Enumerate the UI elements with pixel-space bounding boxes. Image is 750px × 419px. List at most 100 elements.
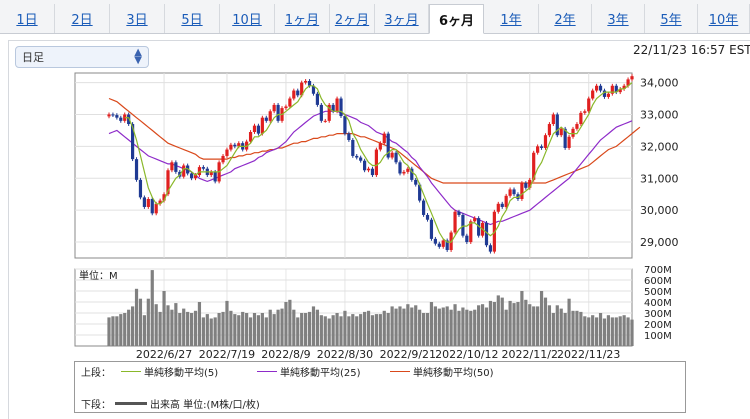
candle-body	[115, 115, 119, 118]
volume-bar	[186, 311, 190, 346]
tab-6[interactable]: 2ヶ月	[330, 4, 375, 33]
legend-ma5-swatch	[121, 371, 141, 372]
volume-bar	[421, 313, 426, 346]
volume-bar	[331, 315, 335, 346]
candle-body	[539, 146, 544, 148]
volume-bar	[547, 305, 552, 346]
candle-body	[307, 80, 312, 86]
volume-bar	[555, 305, 559, 346]
volume-bar	[264, 317, 268, 346]
candle-period-select[interactable]: 日足 ▲ ▼	[15, 46, 149, 68]
volume-bar	[162, 291, 166, 346]
ma50-line	[108, 97, 641, 184]
candle-body	[268, 111, 272, 121]
candle-body	[300, 82, 304, 96]
tab-2[interactable]: 3日	[110, 4, 165, 33]
tab-8[interactable]: 6ヶ月	[429, 4, 484, 34]
volume-bar	[610, 317, 614, 346]
tab-11[interactable]: 3年	[592, 4, 645, 33]
volume-bar	[123, 313, 127, 346]
candle-body	[598, 85, 603, 91]
volume-bar	[406, 304, 410, 346]
candle-body	[233, 144, 237, 147]
candle-body	[563, 128, 567, 148]
volume-bar	[449, 309, 453, 346]
candle-body	[146, 198, 150, 207]
volume-bar	[213, 317, 217, 346]
candle-body	[193, 175, 198, 179]
legend-ma5-label: 単純移動平均(5)	[144, 368, 219, 379]
tab-0[interactable]: 1日	[0, 4, 55, 33]
tab-3[interactable]: 5日	[165, 4, 220, 33]
volume-bar	[559, 308, 563, 346]
volume-bar	[319, 315, 323, 346]
volume-bar	[539, 291, 544, 346]
volume-tick-label: 400M	[644, 298, 672, 309]
candle-body	[154, 203, 158, 214]
volume-bar	[225, 300, 229, 346]
candle-body	[433, 238, 437, 244]
volume-bar	[390, 306, 394, 346]
volume-bar	[457, 310, 461, 346]
volume-bar	[374, 314, 378, 346]
candle-body	[339, 98, 343, 117]
tab-7[interactable]: 3ヶ月	[375, 4, 429, 33]
date-tick-label: 2022/6/27	[136, 348, 192, 361]
volume-bar	[536, 306, 540, 346]
candle-body	[130, 124, 135, 160]
legend-ma5: 単純移動平均(5)	[121, 364, 218, 379]
volume-bar	[614, 317, 618, 346]
candle-body	[547, 124, 552, 136]
volume-bar	[414, 305, 418, 346]
candle-body	[591, 90, 595, 99]
volume-bar	[280, 308, 284, 346]
volume-bar	[543, 297, 548, 346]
volume-tick-label: 500M	[644, 287, 672, 298]
volume-bar	[311, 306, 316, 346]
volume-bar	[315, 309, 320, 346]
candle-body	[500, 203, 504, 207]
volume-bar	[197, 302, 202, 346]
volume-bar	[398, 306, 402, 346]
volume-bar	[583, 316, 587, 346]
volume-tick-label: 100M	[644, 331, 672, 342]
candle-body	[209, 171, 213, 176]
candle-body	[182, 165, 186, 177]
tab-9[interactable]: 1年	[484, 4, 539, 33]
tab-4[interactable]: 10日	[220, 4, 275, 33]
tab-5[interactable]: 1ヶ月	[275, 4, 330, 33]
candle-body	[477, 218, 481, 236]
candle-body	[496, 203, 500, 212]
volume-tick-label: 600M	[644, 276, 672, 287]
volume-bar	[355, 316, 359, 346]
candle-body	[374, 149, 378, 176]
legend-ma25-swatch	[257, 371, 277, 372]
tab-12[interactable]: 5年	[645, 4, 698, 33]
volume-bar	[130, 306, 135, 346]
price-tick-label: 33,000	[640, 108, 679, 121]
volume-bar	[154, 304, 158, 346]
volume-bar	[217, 313, 221, 346]
candle-body	[469, 221, 473, 243]
candle-body	[512, 189, 516, 195]
candle-period-value: 日足	[22, 51, 44, 64]
candle-body	[630, 76, 634, 80]
volume-bar	[335, 313, 339, 346]
candle-body	[488, 245, 493, 252]
date-tick-label: 2022/11/2	[502, 348, 558, 361]
candle-body	[508, 189, 512, 196]
volume-bar	[359, 314, 363, 346]
volume-bar	[437, 308, 441, 346]
candle-body	[595, 85, 599, 91]
volume-bar	[304, 313, 308, 346]
volume-unit-label: 単位：M	[79, 269, 118, 282]
volume-bar	[146, 298, 150, 346]
volume-bar	[394, 308, 398, 346]
tab-1[interactable]: 2日	[55, 4, 110, 33]
candle-body	[516, 194, 520, 199]
tab-10[interactable]: 2年	[539, 4, 592, 33]
candle-body	[414, 179, 418, 185]
volume-tick-label: 700M	[644, 265, 672, 276]
candle-body	[532, 152, 536, 180]
candle-body	[315, 93, 320, 105]
